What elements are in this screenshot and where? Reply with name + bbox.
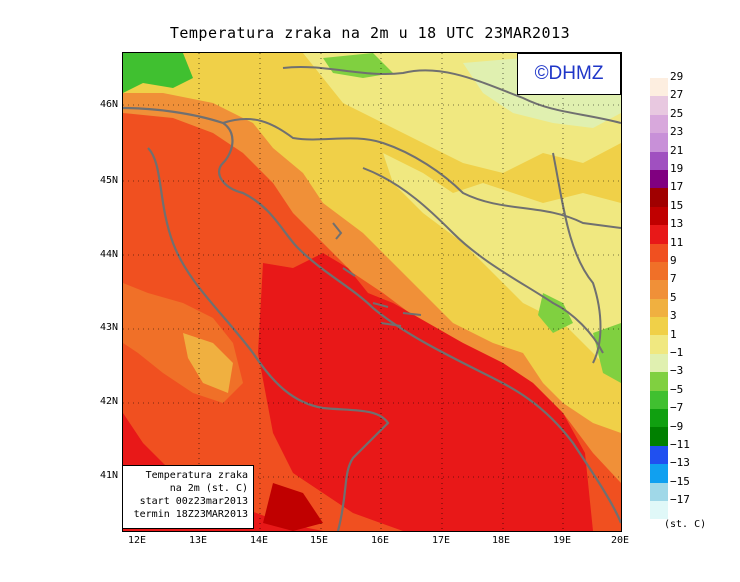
- lat-label-46n: 46N: [99, 99, 118, 110]
- lon-label-13e: 13E: [188, 535, 208, 546]
- colorbar-label: 5: [670, 290, 677, 304]
- colorbar-swatch: [650, 353, 668, 373]
- colorbar-label: 19: [670, 162, 684, 175]
- colorbar-swatch: [650, 151, 668, 170]
- colorbar-swatch: [650, 464, 668, 483]
- colorbar-swatch: [650, 409, 668, 428]
- colorbar-swatch: [650, 225, 668, 244]
- colorbar-swatch: [650, 317, 668, 336]
- colorbar-label: −17: [670, 493, 690, 507]
- lat-label-42n: 42N: [99, 396, 118, 407]
- lat-label-43n: 43N: [99, 322, 118, 333]
- colorbar-swatch: [650, 188, 668, 207]
- colorbar-label: −11: [670, 438, 690, 451]
- colorbar-label: 7: [670, 272, 677, 286]
- colorbar-label: −15: [670, 474, 690, 488]
- colorbar-label: 29: [670, 70, 684, 83]
- field-13c: [258, 253, 593, 531]
- colorbar-swatch: [650, 114, 668, 134]
- field-5c-italy: [183, 333, 233, 393]
- colorbar-label: −13: [670, 456, 690, 470]
- colorbar-swatch: [650, 169, 668, 189]
- colorbar-label: 1: [670, 327, 677, 341]
- colorbar-label: −7: [670, 401, 684, 415]
- colorbar-swatch: [650, 335, 668, 354]
- colorbar-unit: (st. C): [664, 519, 707, 530]
- croatia-border: [222, 118, 621, 229]
- colorbar-swatch: [650, 390, 668, 410]
- lat-label-45n: 45N: [99, 175, 118, 186]
- colorbar: [650, 78, 668, 520]
- colorbar-label: −5: [670, 382, 684, 396]
- colorbar-label: −9: [670, 419, 684, 433]
- colorbar-swatch: [650, 427, 668, 446]
- colorbar-swatch: [650, 500, 668, 520]
- colorbar-swatch: [650, 261, 668, 281]
- temperature-map: [122, 52, 622, 532]
- colorbar-swatch: [650, 372, 668, 391]
- colorbar-label: 23: [670, 125, 684, 139]
- lon-label-20e: 20E: [610, 535, 630, 546]
- colorbar-swatch: [650, 96, 668, 115]
- colorbar-label: 11: [670, 235, 684, 249]
- info-box: Temperatura zraka na 2m (st. C) start 00…: [122, 465, 254, 529]
- colorbar-swatch: [650, 445, 668, 465]
- colorbar-label: 27: [670, 88, 684, 102]
- lon-label-19e: 19E: [552, 535, 572, 546]
- lon-label-12e: 12E: [127, 535, 147, 546]
- info-line-3: start 00z23mar2013: [139, 496, 248, 507]
- colorbar-swatch: [650, 206, 668, 226]
- map-title: Temperatura zraka na 2m u 18 UTC 23MAR20…: [169, 24, 571, 42]
- lon-label-15e: 15E: [309, 535, 329, 546]
- colorbar-swatch: [650, 482, 668, 501]
- colorbar-swatch: [650, 78, 668, 97]
- colorbar-label: −3: [670, 364, 684, 378]
- colorbar-label: 3: [670, 309, 677, 323]
- colorbar-label: 25: [670, 106, 684, 120]
- lat-label-41n: 41N: [99, 470, 118, 481]
- info-line-1: Temperatura zraka: [145, 470, 248, 481]
- italy-coast: [147, 147, 390, 531]
- colorbar-label: 21: [670, 143, 684, 157]
- slovenia-border: [282, 65, 621, 124]
- colorbar-swatch: [650, 298, 668, 318]
- bosnia-border: [362, 167, 604, 354]
- dhmz-logo: ©DHMZ: [517, 53, 621, 95]
- field-m1c-mont: [538, 293, 573, 333]
- lon-label-17e: 17E: [431, 535, 451, 546]
- field-m1c-alps: [323, 53, 393, 78]
- adriatic-east-coast: [123, 106, 621, 524]
- colorbar-label: 15: [670, 198, 684, 212]
- field-m3c-north: [123, 53, 193, 93]
- map-canvas: [123, 53, 621, 531]
- info-line-4: termin 18Z23MAR2013: [133, 509, 248, 520]
- colorbar-label: 17: [670, 180, 684, 194]
- field-15c: [263, 483, 323, 531]
- lat-label-44n: 44N: [99, 249, 118, 260]
- colorbar-label: −1: [670, 346, 684, 359]
- serbia-border: [552, 152, 602, 364]
- colorbar-swatch: [650, 133, 668, 152]
- lon-label-16e: 16E: [370, 535, 390, 546]
- colorbar-swatch: [650, 243, 668, 262]
- dalmatian-islands: [332, 222, 422, 327]
- lon-label-14e: 14E: [249, 535, 269, 546]
- field-1c-inland: [383, 153, 621, 383]
- info-line-2: na 2m (st. C): [169, 483, 248, 494]
- colorbar-label: 9: [670, 254, 677, 267]
- lon-label-18e: 18E: [491, 535, 511, 546]
- colorbar-swatch: [650, 280, 668, 299]
- graticule: [123, 53, 621, 531]
- colorbar-label: 13: [670, 217, 684, 231]
